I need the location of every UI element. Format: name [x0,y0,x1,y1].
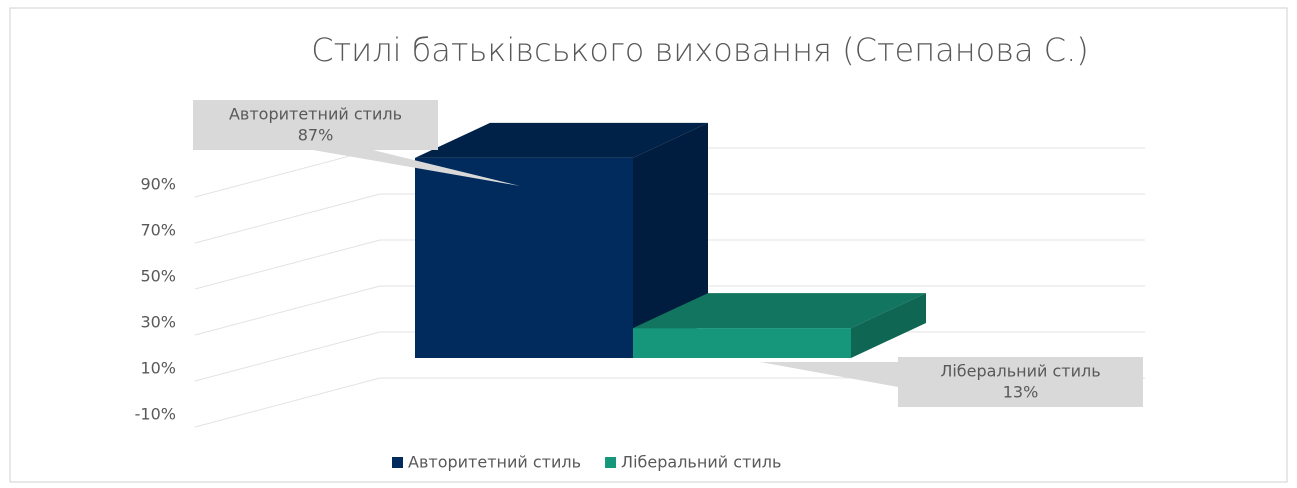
grid-line [194,193,381,244]
bar [415,157,633,358]
data-label-name: Ліберальний стиль [940,362,1100,381]
callout-pointer [313,150,520,186]
y-tick-label: 50% [140,267,176,286]
bar-top [633,293,926,329]
y-tick-label: 10% [140,359,176,378]
y-tick-label: 30% [140,313,176,332]
grid-line [194,377,381,428]
y-tick-label: 70% [140,221,176,240]
bar-side [633,122,708,359]
data-label-box [193,100,438,150]
legend-swatch [392,457,403,468]
bar [633,328,851,358]
bar-side [851,293,926,358]
y-tick-label: 90% [140,175,176,194]
chart-title: Стилі батьківського виховання (Степанова… [311,31,1089,69]
legend-label: Ліберальний стиль [621,453,781,472]
grid-line [194,331,381,382]
data-label: 87% [298,126,334,145]
grid-line [194,285,381,336]
grid-line [194,239,381,290]
data-label: 13% [1003,383,1039,402]
callout-pointer [760,362,898,387]
legend-label: Авторитетний стиль [408,453,581,472]
data-label-box [898,357,1143,407]
bar-top [415,122,708,158]
y-tick-label: -10% [135,405,176,424]
data-label-name: Авторитетний стиль [229,105,402,124]
legend-swatch [605,457,617,468]
